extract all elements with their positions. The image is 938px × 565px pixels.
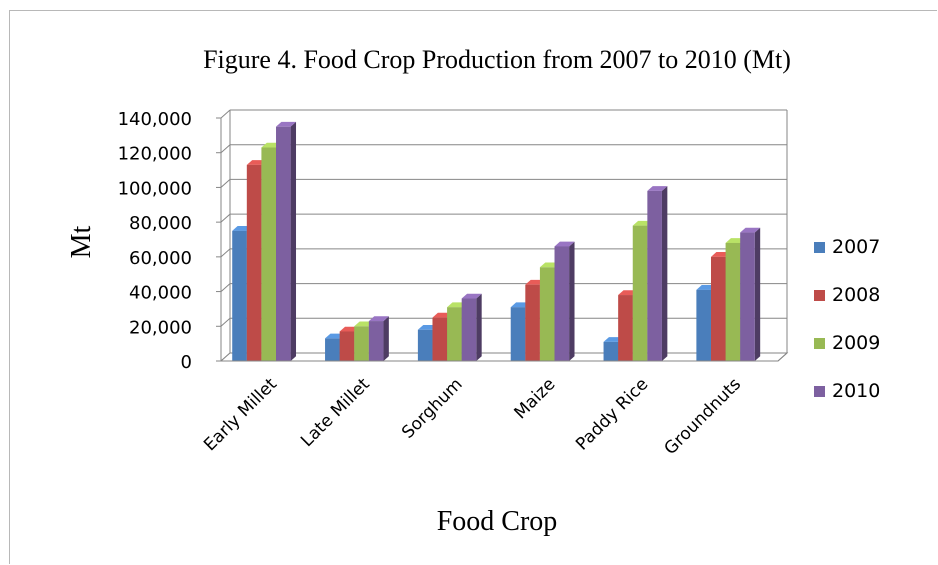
bar-top xyxy=(740,227,761,233)
bar xyxy=(325,338,340,361)
x-tick-label: Sorghum xyxy=(398,374,466,442)
bar xyxy=(647,190,662,361)
bar xyxy=(554,246,570,361)
gridline-side xyxy=(220,283,231,292)
gridline-side xyxy=(220,109,231,119)
bar xyxy=(261,147,277,361)
chart-frame xyxy=(9,10,937,564)
bar xyxy=(710,256,726,361)
gridline-side xyxy=(220,213,231,223)
y-tick-label: 20,000 xyxy=(129,317,192,338)
bar xyxy=(232,230,247,361)
x-tick-label: Late Millet xyxy=(297,374,374,451)
bar-top xyxy=(368,316,389,322)
x-axis-end xyxy=(777,352,788,362)
y-tick-label: 140,000 xyxy=(118,109,192,130)
legend-label: 2008 xyxy=(832,284,880,306)
bar-side xyxy=(569,241,575,361)
bar xyxy=(339,331,355,361)
legend-label: 2010 xyxy=(832,380,880,402)
y-tick-label: 120,000 xyxy=(118,144,192,165)
gridline-side xyxy=(220,317,231,327)
y-tick-label: 0 xyxy=(181,352,192,373)
y-axis-label: Mt xyxy=(66,225,97,258)
gridline-side xyxy=(220,144,231,154)
bar xyxy=(432,317,448,361)
bar xyxy=(461,298,477,361)
y-tick-label: 80,000 xyxy=(129,213,192,234)
bar-top xyxy=(276,121,297,127)
gridline-side xyxy=(220,248,231,258)
bar xyxy=(603,341,619,361)
legend-label: 2009 xyxy=(832,332,880,354)
bar xyxy=(696,289,711,361)
bar xyxy=(246,164,262,361)
bar xyxy=(276,126,291,361)
bar xyxy=(447,307,462,361)
legend: 2007 2008 2009 2010 xyxy=(814,236,880,402)
legend-label: 2007 xyxy=(832,236,880,258)
x-tick-label: Paddy Rice xyxy=(572,374,652,454)
plot-area: 0 20,000 40,000 60,000 80,000 100,000 120,000 1… xyxy=(118,109,789,459)
bar-side xyxy=(754,227,761,361)
bar-top xyxy=(554,241,575,247)
y-tick-label: 100,000 xyxy=(118,178,192,199)
bar xyxy=(354,326,369,361)
y-tick-label: 40,000 xyxy=(129,283,192,304)
gridline-side xyxy=(220,179,231,188)
x-tick-label: Maize xyxy=(511,374,560,423)
bar xyxy=(618,295,633,361)
bar xyxy=(510,307,526,361)
x-tick-label: Groundnuts xyxy=(661,374,746,459)
legend-swatch xyxy=(814,290,825,301)
legend-swatch xyxy=(814,242,825,253)
bar-top xyxy=(461,293,482,299)
bar xyxy=(368,321,384,361)
legend-swatch xyxy=(814,338,825,349)
bar xyxy=(725,242,741,361)
bar-side xyxy=(476,293,482,361)
chart-title: Figure 4. Food Crop Production from 2007… xyxy=(203,45,791,74)
bar-side xyxy=(661,186,668,361)
x-tick-label: Early Millet xyxy=(200,374,281,455)
bar xyxy=(632,225,648,361)
bar-side xyxy=(383,316,389,361)
x-axis-label: Food Crop xyxy=(437,506,558,537)
y-tick-label: 60,000 xyxy=(129,248,192,269)
bar-side xyxy=(290,121,297,361)
bar xyxy=(417,329,433,361)
legend-swatch xyxy=(814,386,825,397)
bar xyxy=(740,232,755,361)
bar-top xyxy=(647,186,668,191)
bar xyxy=(539,267,555,361)
bar xyxy=(525,284,540,361)
